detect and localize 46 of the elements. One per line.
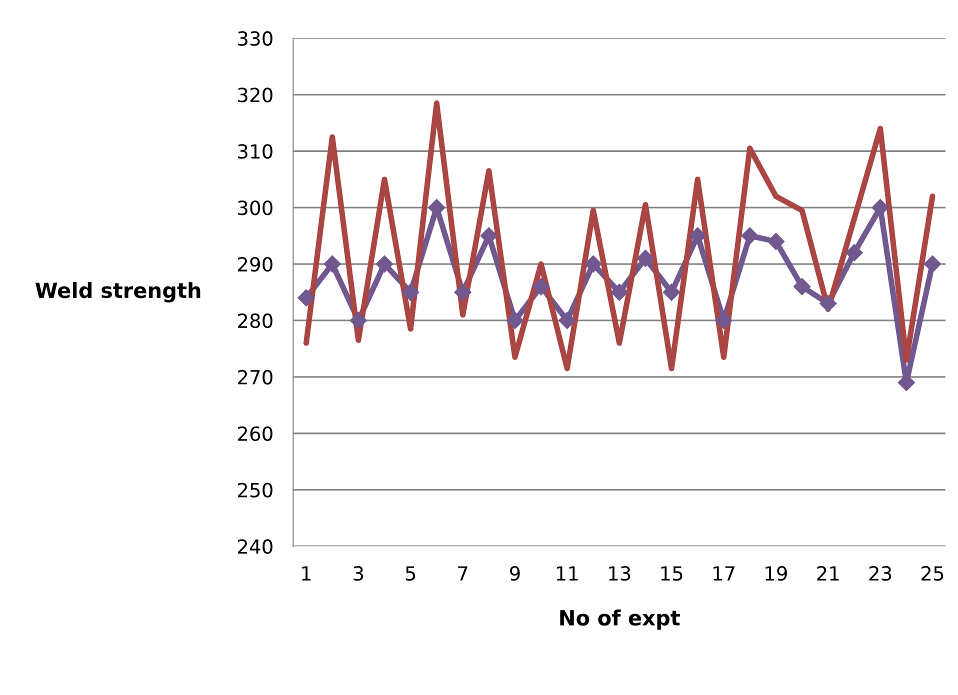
x-tick-label: 21 bbox=[817, 566, 839, 580]
x-tick-label: 25 bbox=[922, 566, 944, 581]
point bbox=[846, 244, 863, 262]
y-tick-label: 320 bbox=[238, 88, 272, 102]
x-tick-label: 17 bbox=[713, 566, 734, 580]
y-axis-title: Weld strength bbox=[35, 282, 200, 302]
x-tick-label: 1 bbox=[302, 566, 311, 580]
point bbox=[793, 278, 811, 296]
point bbox=[636, 250, 654, 267]
point bbox=[454, 284, 472, 301]
point bbox=[924, 255, 942, 273]
x-tick-label: 11 bbox=[556, 566, 578, 580]
y-tick-label: 280 bbox=[238, 313, 272, 328]
x-tick-label: 3 bbox=[354, 566, 364, 581]
point bbox=[376, 255, 394, 273]
point bbox=[532, 278, 550, 296]
y-tick-label: 240 bbox=[238, 539, 272, 554]
x-tick-label: 15 bbox=[661, 566, 682, 581]
y-tick-label: 290 bbox=[238, 256, 272, 272]
x-tick-label: 9 bbox=[510, 566, 520, 581]
point bbox=[402, 284, 420, 301]
y-tick-label: 330 bbox=[238, 31, 272, 46]
point bbox=[662, 284, 680, 301]
x-tick-label: 7 bbox=[458, 566, 468, 580]
point bbox=[480, 227, 498, 244]
x-tick-label: 5 bbox=[406, 566, 416, 581]
point bbox=[610, 284, 628, 301]
point bbox=[350, 312, 367, 330]
point bbox=[689, 227, 706, 244]
x-tick-label: 19 bbox=[766, 566, 787, 581]
y-tick-label: 300 bbox=[238, 200, 272, 216]
point bbox=[584, 255, 602, 273]
y-tick-label: 260 bbox=[238, 426, 272, 442]
point bbox=[741, 227, 758, 244]
point bbox=[820, 294, 837, 312]
point bbox=[558, 312, 576, 330]
point bbox=[767, 232, 784, 250]
y-tick-label: 270 bbox=[238, 370, 272, 385]
x-tick-label: 13 bbox=[609, 566, 630, 581]
point bbox=[506, 312, 524, 330]
point bbox=[298, 289, 315, 306]
point bbox=[324, 255, 341, 273]
y-tick-label: 250 bbox=[238, 482, 272, 498]
x-tick-label: 23 bbox=[869, 566, 892, 581]
x-axis-title: No of expt bbox=[560, 610, 680, 630]
y-tick-label: 310 bbox=[238, 144, 272, 159]
